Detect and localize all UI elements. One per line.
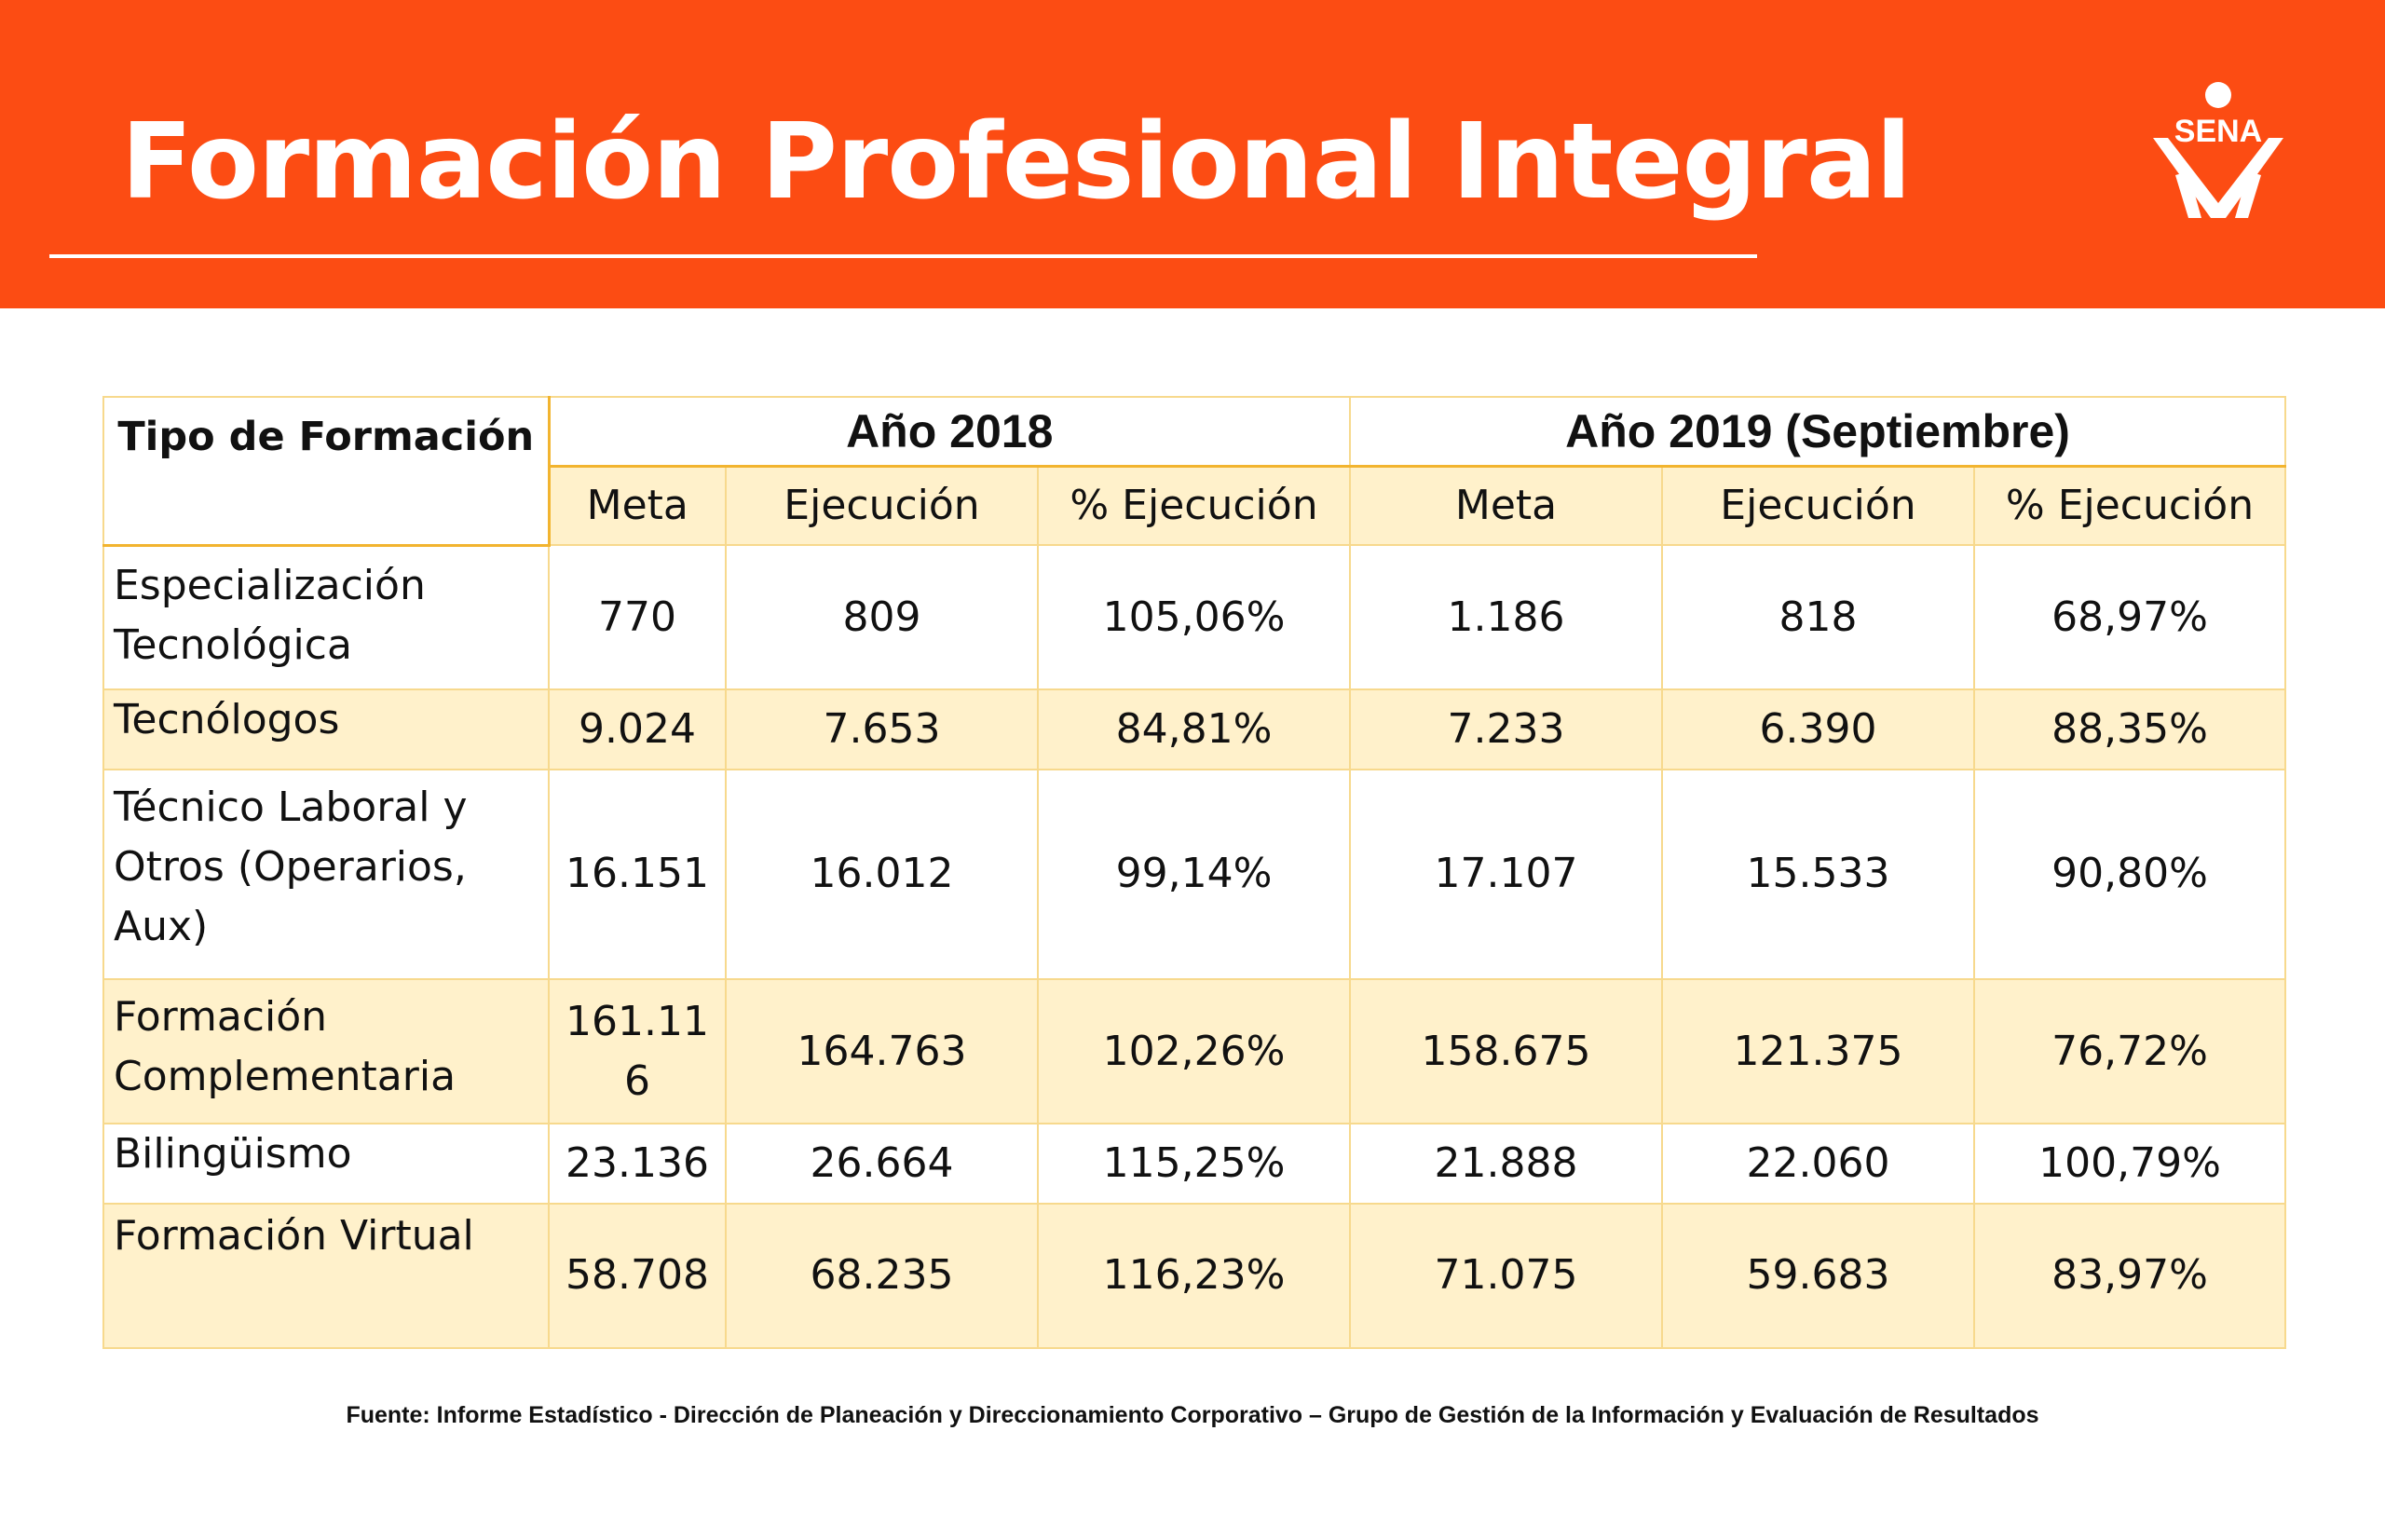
table-cell: 105,06% [1037, 543, 1351, 691]
table-cell: 26.664 [725, 1123, 1039, 1205]
table-cell: 90,80% [1972, 768, 2287, 981]
table-cell: 6.390 [1661, 688, 1975, 770]
table-row: Tecnólogos 9.024 7.653 84,81% 7.233 6.39… [102, 688, 2287, 770]
table-cell: 16.012 [725, 768, 1039, 981]
table-cell: 100,79% [1972, 1123, 2287, 1205]
table-row: Formación Virtual 58.708 68.235 116,23% … [102, 1202, 2287, 1350]
column-header: Meta [1349, 465, 1663, 546]
column-header: % Ejecución [1037, 465, 1351, 546]
table-cell: 88,35% [1972, 688, 2287, 770]
group-header-2018: Año 2018 [548, 396, 1351, 468]
table-cell: 59.683 [1661, 1202, 1975, 1350]
sena-logo: SENA [2153, 82, 2283, 218]
table-cell: 68,97% [1972, 543, 2287, 691]
table-cell: 7.653 [725, 688, 1039, 770]
row-label: Formación Virtual [102, 1202, 550, 1350]
row-label: Técnico Laboral y Otros (Operarios, Aux) [102, 768, 550, 981]
table-cell: 22.060 [1661, 1123, 1975, 1205]
group-header-2019: Año 2019 (Septiembre) [1348, 396, 2287, 468]
column-header: Ejecución [725, 465, 1039, 546]
corner-header: Tipo de Formación [102, 396, 551, 547]
table-cell: 23.136 [548, 1123, 727, 1205]
table-cell: 68.235 [725, 1202, 1039, 1350]
table-cell: 116,23% [1037, 1202, 1351, 1350]
table-cell: 71.075 [1349, 1202, 1663, 1350]
table-cell: 21.888 [1349, 1123, 1663, 1205]
table-cell: 76,72% [1972, 978, 2287, 1125]
column-header: Meta [548, 465, 727, 546]
page-title: Formación Profesional Integral [121, 102, 1912, 223]
table-cell: 818 [1661, 543, 1975, 691]
table-cell: 161.116 [548, 978, 727, 1125]
row-label: Formación Complementaria [102, 978, 550, 1125]
table-cell: 164.763 [725, 978, 1039, 1125]
table-cell: 7.233 [1349, 688, 1663, 770]
column-header: Ejecución [1661, 465, 1975, 546]
table-row: Técnico Laboral y Otros (Operarios, Aux)… [102, 768, 2287, 981]
table-cell: 115,25% [1037, 1123, 1351, 1205]
row-label: Bilingüismo [102, 1123, 550, 1205]
table-cell: 99,14% [1037, 768, 1351, 981]
row-label: Especialización Tecnológica [102, 543, 550, 691]
table-row: Formación Complementaria 161.116 164.763… [102, 978, 2287, 1125]
title-underline [49, 254, 1757, 258]
table-cell: 15.533 [1661, 768, 1975, 981]
table-cell: 9.024 [548, 688, 727, 770]
table-cell: 17.107 [1349, 768, 1663, 981]
table-cell: 83,97% [1972, 1202, 2287, 1350]
table-cell: 84,81% [1037, 688, 1351, 770]
sena-logo-text: SENA [2174, 114, 2262, 149]
table-cell: 16.151 [548, 768, 727, 981]
table-row: Bilingüismo 23.136 26.664 115,25% 21.888… [102, 1123, 2287, 1205]
table-cell: 770 [548, 543, 727, 691]
table-cell: 158.675 [1349, 978, 1663, 1125]
training-results-table: Tipo de Formación Año 2018 Año 2019 (Sep… [102, 396, 2287, 1350]
column-header: % Ejecución [1972, 465, 2287, 546]
table-cell: 58.708 [548, 1202, 727, 1350]
source-note: Fuente: Informe Estadístico - Dirección … [346, 1402, 2039, 1428]
table-cell: 102,26% [1037, 978, 1351, 1125]
table-cell: 121.375 [1661, 978, 1975, 1125]
table-cell: 809 [725, 543, 1039, 691]
table-cell: 1.186 [1349, 543, 1663, 691]
row-label: Tecnólogos [102, 688, 550, 770]
table-row: Especialización Tecnológica 770 809 105,… [102, 543, 2287, 691]
